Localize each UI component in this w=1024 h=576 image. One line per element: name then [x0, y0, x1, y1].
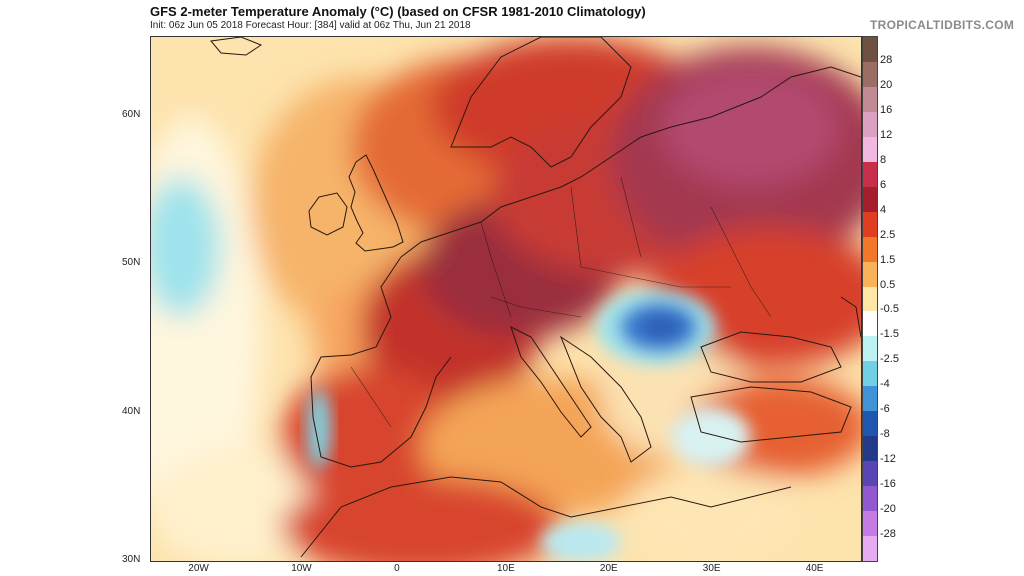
colorbar-tick-label: -0.5 — [880, 303, 899, 316]
colorbar-tick-label: -20 — [880, 503, 896, 516]
border-central-east — [580, 266, 731, 288]
colorbar-segment — [863, 86, 877, 113]
colorbar-segment — [863, 37, 877, 63]
lat-label-60N: 60N — [122, 108, 141, 120]
colorbar-segment — [863, 311, 877, 337]
colorbar-tick-label: -8 — [880, 428, 890, 441]
brand-watermark: TROPICALTIDBITS.COM — [870, 18, 1015, 32]
black-sea-outline — [700, 331, 842, 383]
lon-label-20E: 20E — [599, 563, 618, 574]
colorbar-tick-label: 2.5 — [880, 228, 896, 241]
egypt-cool — [541, 522, 621, 561]
scandinavia-outline — [450, 37, 632, 168]
anomaly-field — [151, 37, 861, 561]
portugal-cool-strip — [307, 389, 331, 469]
border-ukraine-russia — [710, 206, 772, 318]
colorbar-segment — [863, 236, 877, 263]
map-header: GFS 2-meter Temperature Anomaly (°C) (ba… — [150, 2, 1014, 34]
caspian-outline — [840, 296, 861, 338]
balkans-outline — [559, 335, 652, 463]
colorbar-segment — [863, 286, 877, 312]
lon-label-10E: 10E — [497, 563, 515, 574]
colorbar-tick-label: -4 — [880, 378, 890, 391]
colorbar-segment — [863, 511, 877, 537]
lon-label-20W: 20W — [188, 563, 209, 574]
colorbar-segment — [863, 386, 877, 412]
colorbar-segment — [863, 186, 877, 213]
iberia-coast-outline — [310, 256, 452, 468]
russia-purple — [661, 67, 841, 187]
lat-label-30N: 30N — [122, 554, 141, 565]
italy-outline — [510, 326, 592, 438]
borders — [350, 176, 772, 428]
colorbar-segment — [863, 136, 877, 163]
colorbar-tick-label: 1.5 — [880, 253, 896, 266]
continent-coast-outline — [400, 66, 861, 258]
colorbar-tick-label: 16 — [880, 103, 893, 116]
lon-label-30E: 30E — [702, 563, 721, 574]
portugal-cool — [307, 389, 331, 469]
great-britain-outline — [348, 154, 404, 252]
colorbar-tick-label: 28 — [880, 53, 893, 66]
ireland-outline — [308, 192, 348, 236]
colorbar-segment — [863, 486, 877, 512]
colorbar-tick-label: -6 — [880, 403, 890, 416]
colorbar — [862, 36, 878, 562]
colorbar-tick-label: 12 — [880, 128, 893, 141]
border-alps — [490, 296, 582, 318]
colorbar-segment — [863, 211, 877, 238]
north-africa-outline — [300, 476, 792, 558]
colorbar-tick-label: -2.5 — [880, 353, 899, 366]
aegean-cool-zone — [541, 407, 751, 561]
colorbar-tick-label: -1.5 — [880, 328, 899, 341]
colorbar-tick-label: 20 — [880, 78, 893, 91]
border-poland-belarus — [620, 176, 642, 258]
colorbar-tick-label: 4 — [880, 203, 887, 216]
colorbar-segment — [863, 536, 877, 562]
turkey-outline — [690, 386, 852, 443]
anomaly-map — [150, 36, 862, 562]
lon-label-10W: 10W — [291, 563, 312, 574]
colorbar-segment — [863, 411, 877, 437]
colorbar-segment — [863, 161, 877, 188]
colorbar-tick-label: 8 — [880, 153, 887, 166]
lat-label-50N: 50N — [122, 257, 141, 269]
egypt-neutral — [621, 467, 801, 561]
colorbar-tick-label: -28 — [880, 528, 896, 541]
colorbar-segment — [863, 436, 877, 462]
lat-label-40N: 40N — [122, 405, 141, 417]
colorbar-segment — [863, 61, 877, 88]
colorbar-segment — [863, 336, 877, 362]
lon-label-40E: 40E — [805, 563, 824, 574]
map-title: GFS 2-meter Temperature Anomaly (°C) (ba… — [150, 4, 646, 19]
colorbar-tick-label: -12 — [880, 453, 896, 466]
coastlines — [210, 37, 861, 558]
north-africa-warm — [281, 477, 561, 561]
romania-cold-anomaly — [596, 289, 716, 365]
colorbar-segment — [863, 261, 877, 287]
atlantic-cool-zone — [151, 177, 221, 317]
colorbar-segment — [863, 461, 877, 487]
cold-core — [639, 313, 683, 341]
colorbar-tick-label: 6 — [880, 178, 887, 191]
map-canvas — [151, 37, 861, 561]
lon-label-0: 0 — [394, 563, 400, 574]
border-germany-poland — [570, 186, 582, 268]
map-subtitle: Init: 06z Jun 05 2018 Forecast Hour: [38… — [150, 20, 471, 31]
colorbar-tick-label: 0.5 — [880, 278, 896, 291]
colorbar-segment — [863, 111, 877, 138]
colorbar-tick-label: -16 — [880, 478, 896, 491]
iceland-outline — [210, 37, 263, 56]
aegean-cool — [671, 407, 751, 467]
border-iberia — [350, 366, 392, 428]
colorbar-segment — [863, 361, 877, 387]
